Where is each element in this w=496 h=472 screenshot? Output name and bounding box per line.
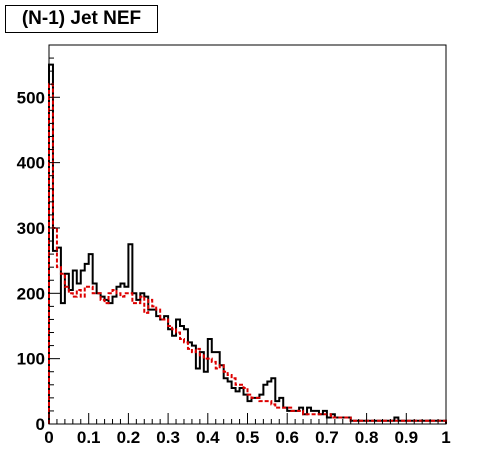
y-tick-label: 0: [36, 415, 45, 434]
x-tick-label: 0.1: [77, 428, 101, 447]
chart-title: (N-1) Jet NEF: [5, 5, 158, 33]
x-tick-label: 0.8: [355, 428, 379, 447]
x-tick-label: 0.2: [117, 428, 141, 447]
x-tick-label: 0.6: [275, 428, 299, 447]
x-tick-label: 0: [44, 428, 53, 447]
x-tick-label: 0.4: [196, 428, 220, 447]
y-tick-label: 400: [17, 154, 45, 173]
x-tick-label: 0.3: [156, 428, 180, 447]
plot-frame: [48, 44, 447, 425]
y-tick-label: 300: [17, 219, 45, 238]
y-tick-label: 200: [17, 284, 45, 303]
x-tick-label: 1: [441, 428, 450, 447]
x-tick-label: 0.7: [315, 428, 339, 447]
y-tick-label: 500: [17, 88, 45, 107]
x-tick-label: 0.5: [236, 428, 260, 447]
series-line-1: [48, 63, 447, 424]
series-line-2: [48, 83, 447, 424]
y-tick-label: 100: [17, 350, 45, 369]
x-tick-label: 0.9: [394, 428, 418, 447]
